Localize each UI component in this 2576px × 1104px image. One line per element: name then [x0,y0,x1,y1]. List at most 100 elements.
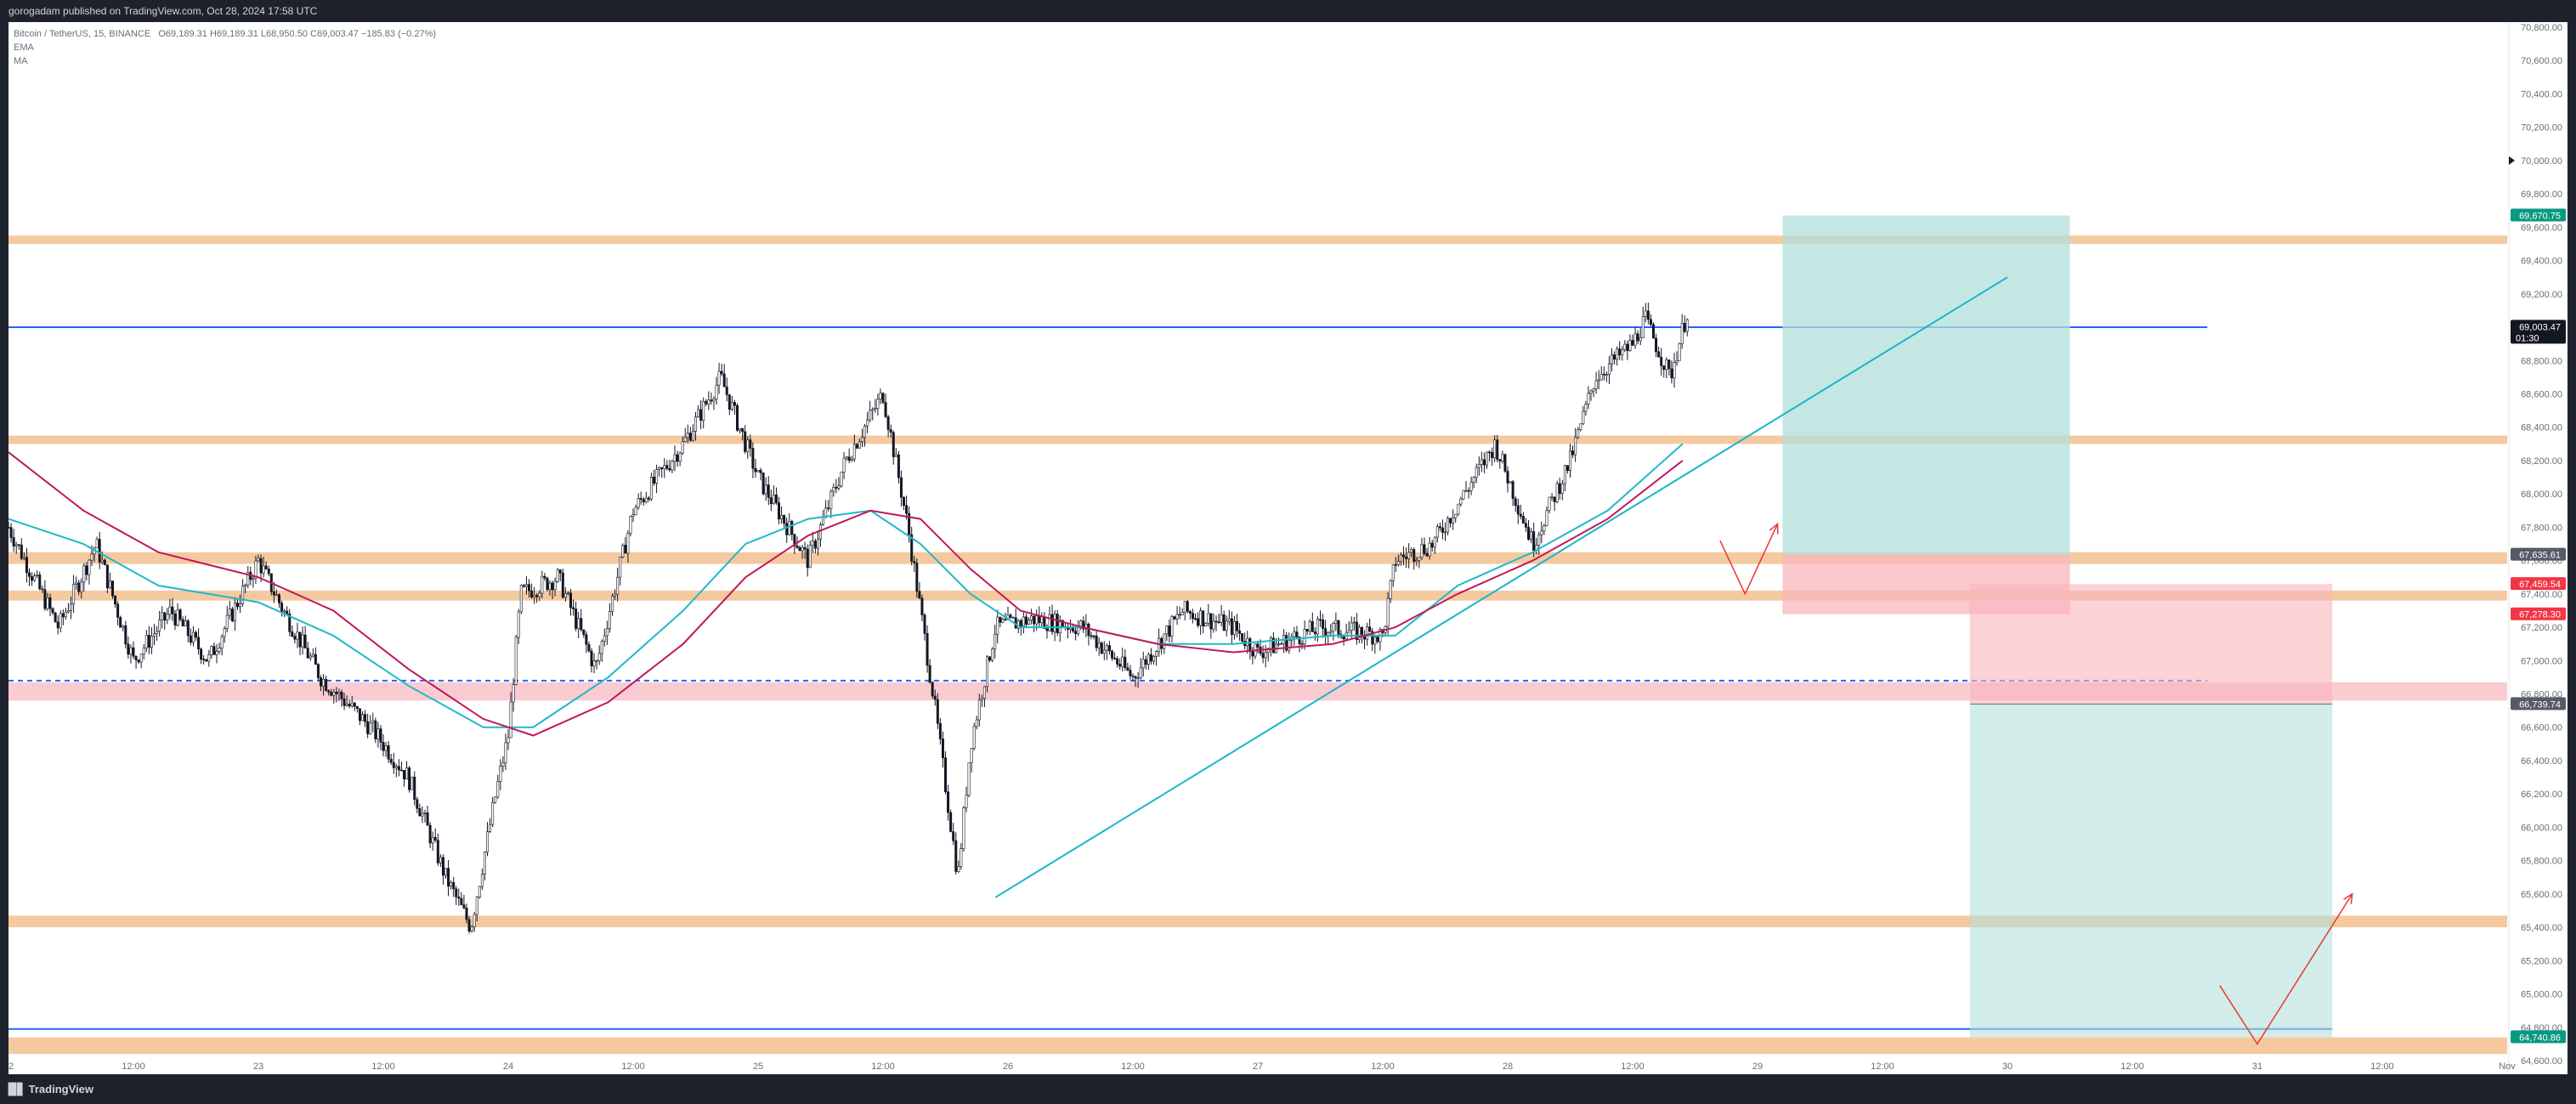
candle-body [903,496,906,506]
candle-body [296,631,299,640]
candle-body [1607,363,1611,375]
candle-body [850,458,853,461]
candle-body [1639,337,1642,342]
candle-body [244,584,247,586]
candle-body [681,441,684,454]
candle-body [1626,343,1629,351]
candle-body [960,848,963,867]
candle-body [212,646,216,655]
candle-body [1316,619,1319,635]
footer-bar: ▉▋ TradingView [0,1074,2576,1104]
candle-body [647,497,650,500]
candle-body [1516,505,1520,515]
candle-body [173,613,177,626]
candle-body [228,609,231,616]
candle-body [360,714,364,722]
candle-body [676,454,679,462]
candle-body [462,904,466,909]
candle-body [1413,549,1416,562]
candle-body [355,706,359,710]
candle-body [1641,316,1645,338]
symbol-legend-row: Bitcoin / TetherUS, 15, BINANCE O69,189.… [14,27,436,41]
y-tick-label: 66,600.00 [2521,723,2562,733]
candle-body [1040,616,1044,624]
candle-body [756,470,760,473]
candle-body [195,631,198,638]
candle-body [509,701,512,739]
candle-body [1095,635,1098,648]
support-zone-5 [8,1037,2507,1055]
candle-body [637,498,640,508]
candle-body [1655,337,1658,353]
candle-body [913,561,916,563]
candle-body [1616,348,1619,360]
candle-body [835,487,838,489]
candle-body [975,719,978,728]
candle-body [1678,343,1681,361]
y-tick-label: 70,000.00 [2521,156,2562,167]
candle-body [215,651,218,655]
candle-body [1241,633,1244,642]
price-badge-4 [2511,607,2566,620]
candle-body [316,664,320,678]
logo-icon: ▉▋ [8,1083,25,1096]
candle-body [949,812,953,832]
candle-body [1009,614,1012,618]
candle-body [577,618,580,629]
candle-body [335,691,338,694]
candle-body [51,608,54,614]
candle-body [829,490,833,509]
candle-body [658,467,661,470]
candle-body [275,594,278,597]
candle-body [14,544,18,546]
candle-body [1001,619,1005,623]
x-tick-label: Nov [2499,1062,2516,1072]
candle-body [1371,631,1374,645]
candle-body [626,533,630,554]
candle-body [376,728,380,739]
ma-legend[interactable]: MA [14,56,28,66]
candle-body [603,635,606,642]
candle-body [1673,362,1676,379]
candle-body [639,498,643,500]
candle-body [1227,618,1231,622]
candle-body [614,593,617,597]
candle-body [207,654,211,662]
candle-body [715,384,718,399]
candle-body [48,597,52,609]
candle-body [1623,343,1627,350]
candle-body [1511,481,1514,499]
candle-body [1399,554,1402,562]
candle-body [426,812,429,826]
candle-body [1649,319,1652,326]
candle-body [489,824,492,832]
candle-body [905,505,909,514]
price-chart[interactable]: 64,600.0064,800.0065,000.0065,200.0065,4… [8,22,2568,1074]
candle-body [46,597,49,609]
candle-body [1582,410,1585,425]
candle-body [153,633,156,637]
chart-area[interactable]: 64,600.00 64,800.00 65,000.00 65,200.00 65,4… [8,22,2568,1074]
high-value: H69,189.31 [209,29,258,39]
candle-body [920,597,924,615]
candle-body [879,393,882,399]
candle-body [1571,450,1575,456]
candle-body [61,613,65,618]
candle-body [9,527,13,538]
candle-body [783,515,786,524]
candle-body [683,437,687,442]
candle-body [1141,659,1145,669]
candle-body [1594,380,1598,389]
candle-body [720,371,723,375]
candle-body [1599,373,1603,381]
candle-body [1019,620,1022,627]
arrow-head-1 [2343,892,2353,904]
candle-body [1144,659,1147,665]
candle-body [1597,379,1600,382]
y-tick-label: 67,800.00 [2521,523,2562,533]
candle-body [712,399,716,402]
candle-body [761,473,765,495]
candle-body [1165,626,1169,635]
x-tick-label: 12:00 [1371,1062,1395,1072]
ema-legend[interactable]: EMA [14,42,34,53]
